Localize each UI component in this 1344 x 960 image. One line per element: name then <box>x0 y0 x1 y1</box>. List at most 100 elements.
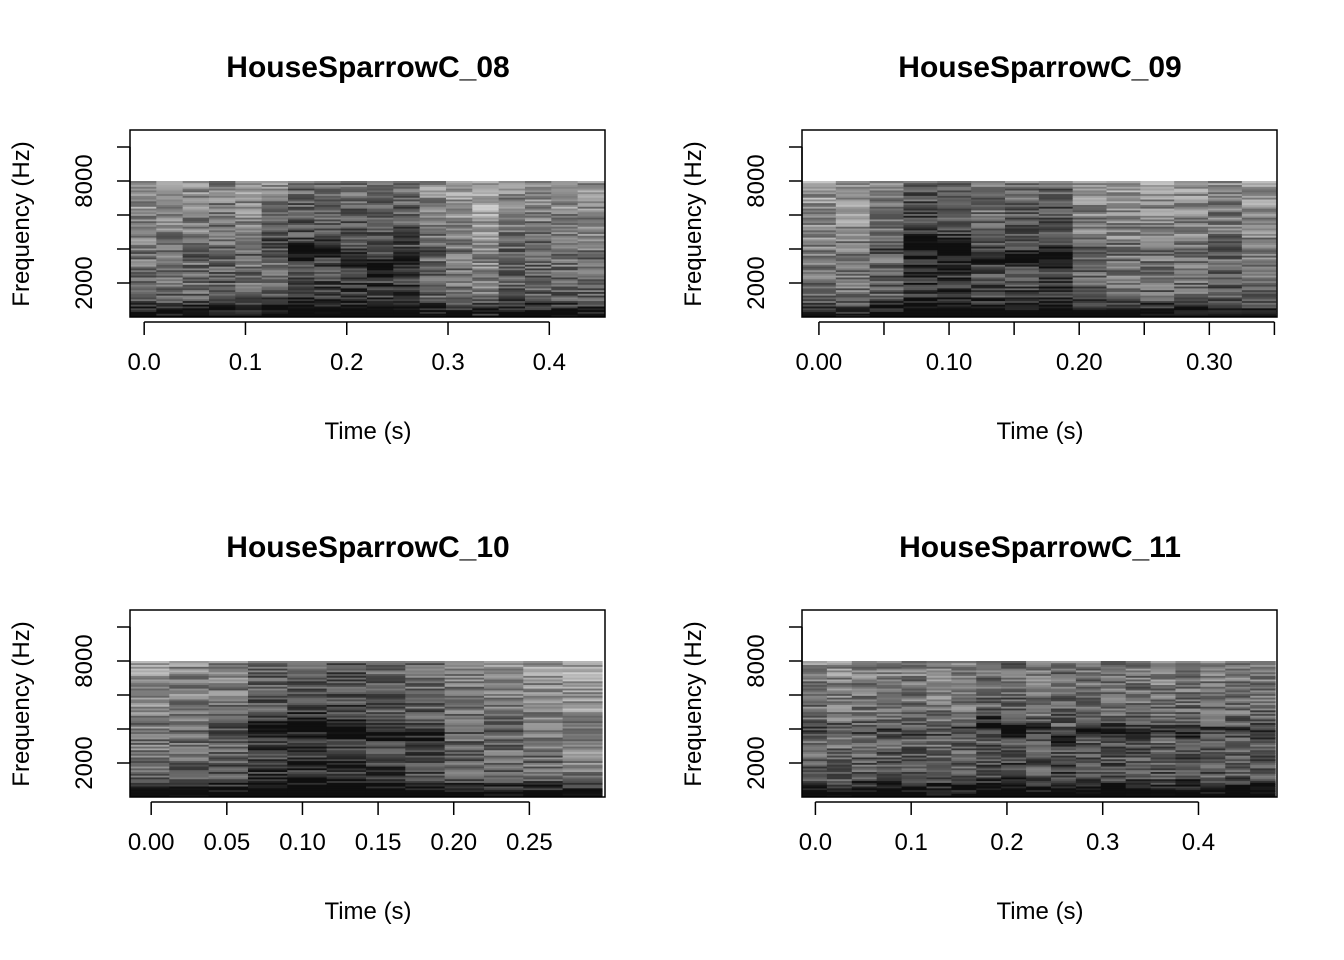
spectrogram-cell <box>393 202 421 205</box>
spectrogram-cell <box>1005 193 1040 196</box>
spectrogram-cell <box>1026 784 1052 787</box>
spectrogram-cell <box>483 686 524 689</box>
spectrogram-cell <box>1150 664 1177 667</box>
spectrogram-cell <box>1140 195 1175 198</box>
spectrogram-cell <box>472 229 500 233</box>
spectrogram-cell <box>130 724 170 727</box>
spectrogram-cell <box>876 719 903 722</box>
spectrogram-cell <box>901 767 928 771</box>
spectrogram-cell <box>326 767 367 771</box>
spectrogram-cell <box>1001 793 1027 796</box>
spectrogram-cell <box>926 729 952 733</box>
spectrogram-cell <box>971 190 1006 193</box>
spectrogram-cell <box>365 695 406 698</box>
spectrogram-cell <box>1001 738 1027 742</box>
spectrogram-cell <box>951 755 977 758</box>
spectrogram-cell <box>130 309 157 312</box>
spectrogram-cell <box>802 226 837 229</box>
spectrogram-cell <box>876 682 903 685</box>
spectrogram-cell <box>247 704 288 707</box>
spectrogram-cell <box>903 313 938 316</box>
spectrogram-cell <box>869 186 905 189</box>
spectrogram-cell <box>1150 729 1177 733</box>
spectrogram-cell <box>1125 666 1152 669</box>
spectrogram-cell <box>405 755 446 758</box>
spectrogram-cell <box>971 215 1006 218</box>
spectrogram-cell <box>1174 181 1209 184</box>
spectrogram-cell <box>444 695 485 698</box>
spectrogram-cell <box>326 758 367 762</box>
spectrogram-cell <box>523 778 564 782</box>
spectrogram-cell <box>130 273 157 276</box>
spectrogram-cell <box>130 740 170 743</box>
spectrogram-cell <box>869 200 905 204</box>
spectrogram-cell <box>261 262 289 265</box>
spectrogram-cell <box>1225 769 1251 773</box>
spectrogram-cell <box>562 673 603 676</box>
spectrogram-cell <box>1150 699 1177 702</box>
spectrogram-cell <box>951 666 977 669</box>
spectrogram-cell <box>288 266 315 269</box>
spectrogram-cell <box>524 219 552 222</box>
spectrogram-cell <box>1140 200 1175 204</box>
spectrogram-cell <box>483 671 524 675</box>
spectrogram-cell <box>1050 733 1077 736</box>
spectrogram-cell <box>1150 700 1177 704</box>
spectrogram-cell <box>1250 684 1276 687</box>
spectrogram-cell <box>182 287 210 291</box>
spectrogram-cell <box>971 284 1006 287</box>
spectrogram-cell <box>288 228 315 231</box>
spectrogram-cell <box>1150 690 1177 693</box>
spectrogram-cell <box>340 302 368 305</box>
spectrogram-cell <box>951 782 977 785</box>
spectrogram-cell <box>1150 782 1177 785</box>
spectrogram-cell <box>340 264 368 267</box>
spectrogram-cell <box>393 220 421 224</box>
spectrogram-cell <box>1075 719 1102 722</box>
spectrogram-cell <box>1208 307 1243 311</box>
spectrogram-cell <box>209 298 236 302</box>
spectrogram-cell <box>1072 193 1108 196</box>
spectrogram-cell <box>551 206 579 209</box>
spectrogram-cell <box>1150 746 1177 749</box>
spectrogram-cell <box>288 251 315 254</box>
spectrogram-cell <box>1026 662 1052 666</box>
spectrogram-cell <box>1175 735 1201 738</box>
spectrogram-cell <box>1241 275 1277 278</box>
spectrogram-cell <box>247 775 288 778</box>
spectrogram-cell <box>1200 675 1226 678</box>
spectrogram-cell <box>1225 755 1251 758</box>
spectrogram-cell <box>1075 661 1102 664</box>
spectrogram-cell <box>444 693 485 696</box>
spectrogram-cell <box>876 755 903 758</box>
spectrogram-cell <box>802 182 837 186</box>
spectrogram-cell <box>366 311 394 314</box>
spectrogram-cell <box>1038 289 1074 293</box>
spectrogram-cell <box>169 693 210 696</box>
spectrogram-cell <box>444 728 485 731</box>
spectrogram-cell <box>130 200 157 204</box>
spectrogram-cell <box>551 202 579 205</box>
spectrogram-cell <box>287 697 328 700</box>
spectrogram-cell <box>826 691 853 695</box>
spectrogram-cell <box>287 751 328 754</box>
spectrogram-cell <box>869 240 905 244</box>
spectrogram-cell <box>1241 291 1277 294</box>
spectrogram-cell <box>156 309 184 312</box>
spectrogram-cell <box>851 664 878 667</box>
spectrogram-cell <box>1038 235 1074 238</box>
spectrogram-cell <box>445 278 473 282</box>
spectrogram-cell <box>247 777 288 780</box>
spectrogram-cell <box>366 202 394 205</box>
spectrogram-cell <box>971 181 1006 184</box>
spectrogram-cell <box>483 787 524 791</box>
spectrogram-cell <box>1100 690 1127 693</box>
spectrogram-cell <box>1250 793 1276 796</box>
spectrogram-cell <box>393 268 421 271</box>
spectrogram-cell <box>156 219 184 222</box>
spectrogram-cell <box>169 755 210 758</box>
spectrogram-cell <box>937 200 972 204</box>
spectrogram-cell <box>1100 671 1127 675</box>
spectrogram-cell <box>1174 282 1209 285</box>
spectrogram-cell <box>182 200 210 204</box>
